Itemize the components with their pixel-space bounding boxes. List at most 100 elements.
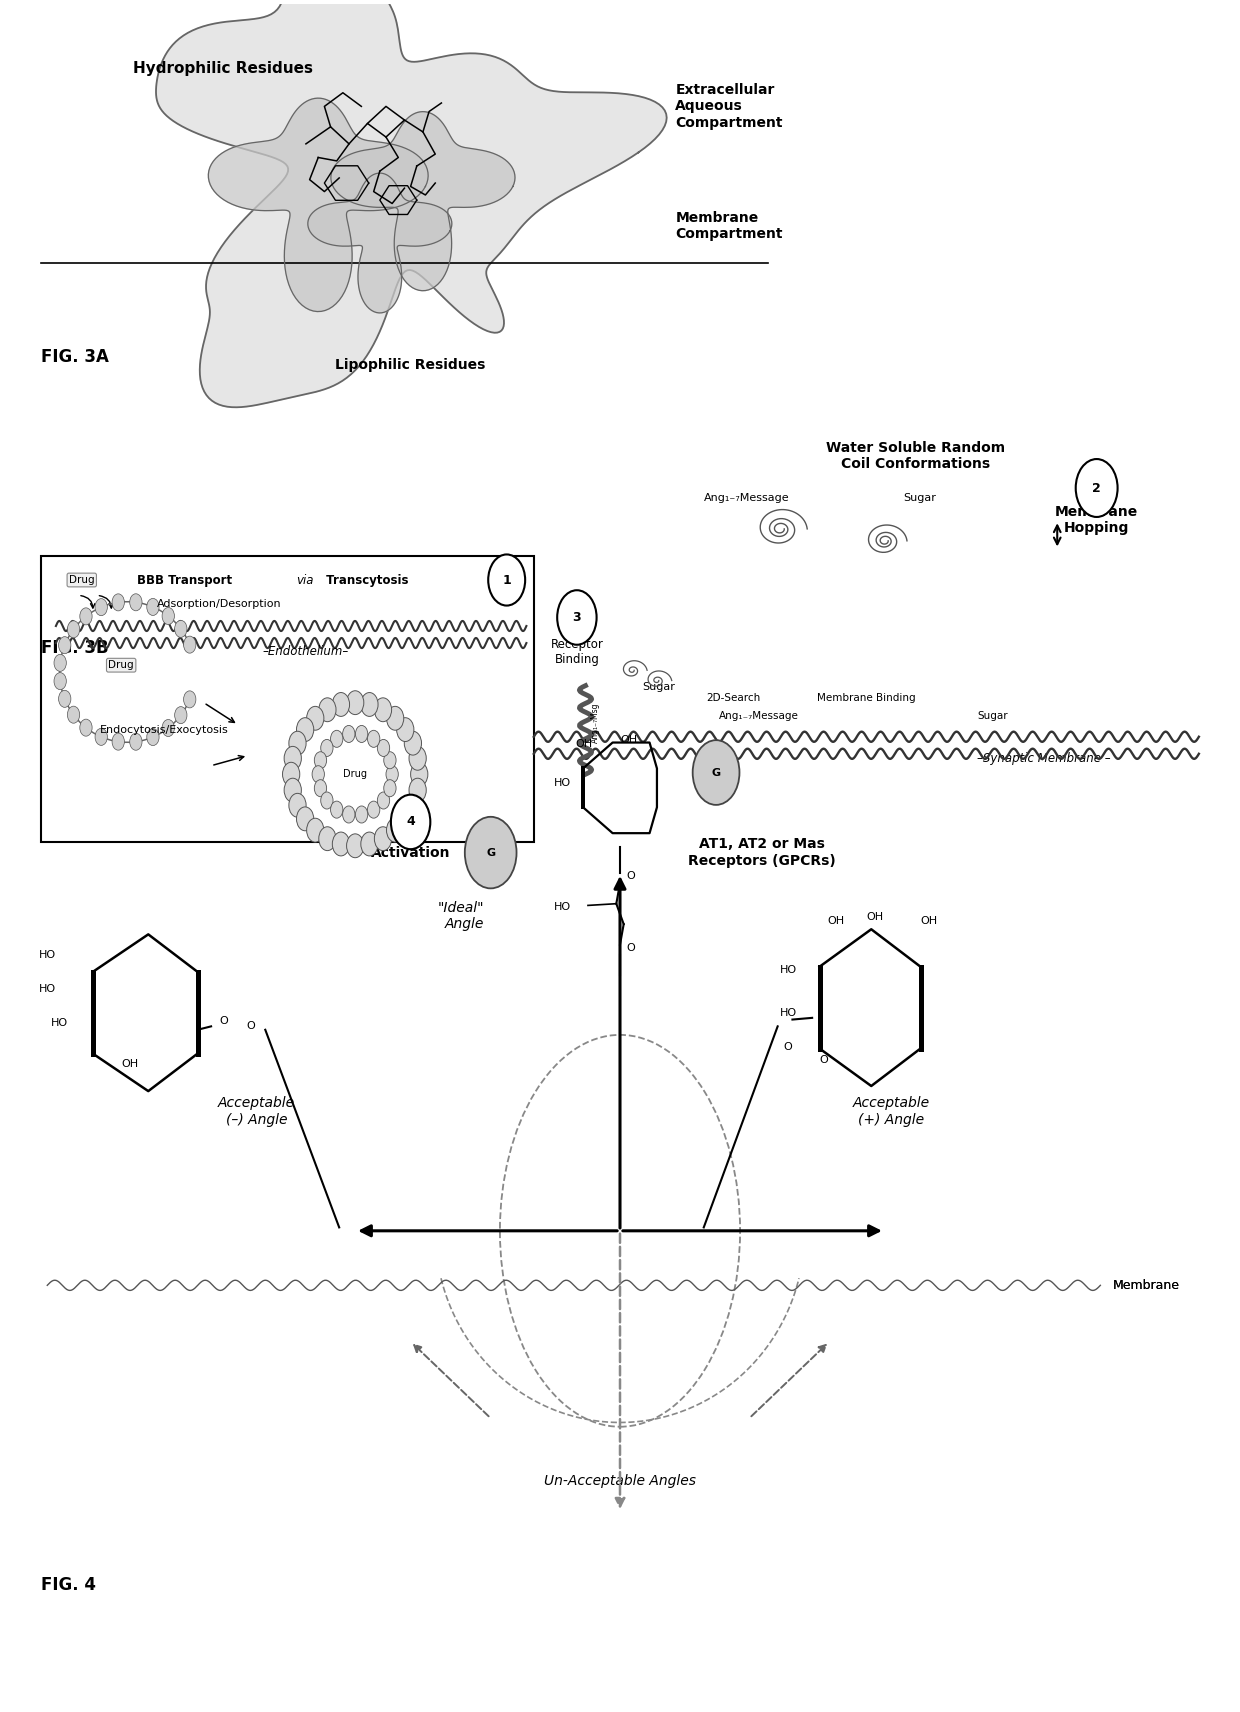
Circle shape xyxy=(409,779,427,801)
Text: –Endothelium–: –Endothelium– xyxy=(263,645,348,657)
Text: HO: HO xyxy=(51,1019,68,1027)
Circle shape xyxy=(312,765,325,782)
Circle shape xyxy=(130,594,143,611)
Circle shape xyxy=(289,731,306,755)
Text: Lipophilic Residues: Lipophilic Residues xyxy=(336,358,486,372)
Circle shape xyxy=(342,726,355,743)
Circle shape xyxy=(332,693,350,716)
Text: HO: HO xyxy=(553,777,570,788)
Text: OH: OH xyxy=(620,734,637,745)
Text: HO: HO xyxy=(780,1008,797,1017)
Circle shape xyxy=(58,637,71,654)
Circle shape xyxy=(361,693,378,716)
Circle shape xyxy=(79,719,92,736)
Circle shape xyxy=(67,705,79,722)
Circle shape xyxy=(404,793,422,817)
Circle shape xyxy=(361,832,378,856)
Polygon shape xyxy=(208,98,428,312)
Text: O: O xyxy=(219,1017,228,1025)
Text: FIG. 3A: FIG. 3A xyxy=(41,348,109,366)
Circle shape xyxy=(346,834,363,858)
Text: Sugar: Sugar xyxy=(977,710,1008,721)
Circle shape xyxy=(184,692,196,707)
Text: G: G xyxy=(486,847,495,858)
Text: Membrane: Membrane xyxy=(1112,1279,1179,1293)
Text: Water Soluble Random
Coil Conformations: Water Soluble Random Coil Conformations xyxy=(826,440,1006,471)
Text: Hydrophilic Residues: Hydrophilic Residues xyxy=(134,62,314,77)
Text: Endocytosis/Exocytosis: Endocytosis/Exocytosis xyxy=(100,724,228,734)
Circle shape xyxy=(284,779,301,801)
Text: Adsorption/Desorption: Adsorption/Desorption xyxy=(157,599,281,609)
Circle shape xyxy=(130,733,143,750)
Circle shape xyxy=(383,752,396,769)
Circle shape xyxy=(356,726,368,743)
Text: O: O xyxy=(626,943,635,954)
Polygon shape xyxy=(156,0,667,407)
Circle shape xyxy=(321,793,334,810)
Text: OH: OH xyxy=(827,916,844,926)
Text: via: via xyxy=(296,574,314,587)
Circle shape xyxy=(391,794,430,849)
Text: FIG. 4: FIG. 4 xyxy=(41,1577,97,1594)
Text: Membrane
Compartment: Membrane Compartment xyxy=(676,211,782,241)
Text: Sugar: Sugar xyxy=(642,683,675,692)
Text: 3: 3 xyxy=(573,611,582,623)
Circle shape xyxy=(283,762,300,786)
Circle shape xyxy=(397,717,414,741)
Circle shape xyxy=(95,728,108,745)
Circle shape xyxy=(79,608,92,625)
Circle shape xyxy=(175,620,187,637)
Circle shape xyxy=(314,779,326,796)
Circle shape xyxy=(146,599,159,615)
Circle shape xyxy=(387,707,404,731)
Circle shape xyxy=(58,690,71,707)
Text: Membrane
Hopping: Membrane Hopping xyxy=(1055,505,1138,536)
Circle shape xyxy=(67,621,79,639)
Circle shape xyxy=(374,698,392,722)
Circle shape xyxy=(377,793,389,810)
Circle shape xyxy=(342,806,355,823)
Polygon shape xyxy=(331,111,515,291)
Text: HO: HO xyxy=(38,950,56,960)
Circle shape xyxy=(55,673,66,690)
Circle shape xyxy=(296,717,314,741)
Circle shape xyxy=(306,818,324,842)
Text: OH: OH xyxy=(575,738,593,748)
Circle shape xyxy=(184,637,196,654)
Text: O: O xyxy=(784,1043,792,1051)
Circle shape xyxy=(284,746,301,770)
Circle shape xyxy=(367,801,379,818)
Polygon shape xyxy=(308,173,451,313)
Text: Ang₁₋₇Message: Ang₁₋₇Message xyxy=(704,493,790,503)
Circle shape xyxy=(289,793,306,817)
Circle shape xyxy=(386,765,398,782)
Text: HO: HO xyxy=(38,984,56,995)
Text: HO: HO xyxy=(553,902,570,912)
Circle shape xyxy=(55,654,66,671)
Circle shape xyxy=(112,594,124,611)
Text: Ang₁₋₇Message: Ang₁₋₇Message xyxy=(718,710,799,721)
Text: 2D-Search: 2D-Search xyxy=(707,693,760,702)
Circle shape xyxy=(404,731,422,755)
Text: O: O xyxy=(246,1022,255,1031)
Text: Membrane: Membrane xyxy=(1112,1279,1179,1293)
Text: AT1, AT2 or Mas
Receptors (GPCRs): AT1, AT2 or Mas Receptors (GPCRs) xyxy=(688,837,836,868)
Text: HO: HO xyxy=(780,966,797,976)
Text: 4: 4 xyxy=(407,815,415,829)
Text: –Synaptic Membrane –: –Synaptic Membrane – xyxy=(977,752,1111,765)
Circle shape xyxy=(397,806,414,830)
Text: 1: 1 xyxy=(502,574,511,587)
Circle shape xyxy=(146,729,159,746)
Text: Drug: Drug xyxy=(343,769,367,779)
Circle shape xyxy=(1076,459,1117,517)
Text: Ang₁₋₇Msg: Ang₁₋₇Msg xyxy=(591,704,600,743)
Circle shape xyxy=(693,740,739,805)
Circle shape xyxy=(346,690,363,714)
Circle shape xyxy=(296,806,314,830)
Circle shape xyxy=(489,555,526,606)
Circle shape xyxy=(319,827,336,851)
Circle shape xyxy=(331,731,343,748)
Text: OH: OH xyxy=(122,1058,139,1068)
Text: Un-Acceptable Angles: Un-Acceptable Angles xyxy=(544,1474,696,1488)
Text: Sugar: Sugar xyxy=(903,493,936,503)
